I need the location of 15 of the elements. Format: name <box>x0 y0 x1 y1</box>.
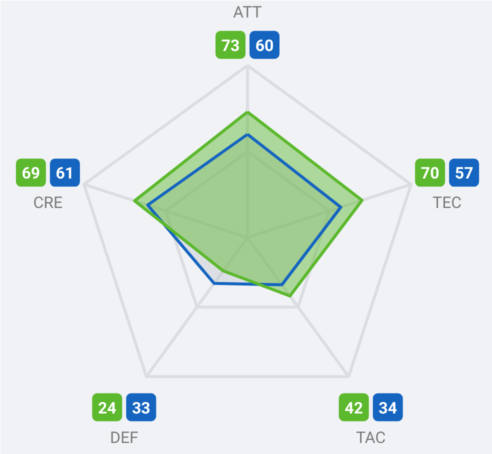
spoke-label: ATT <box>233 2 262 22</box>
text: 69 <box>22 164 40 183</box>
spoke-label: TAC <box>356 428 386 447</box>
text: 24 <box>98 398 116 418</box>
text: 61 <box>56 164 74 183</box>
text: 57 <box>454 164 474 183</box>
text: 60 <box>255 36 274 55</box>
text: 42 <box>344 398 364 418</box>
text: 34 <box>378 398 398 418</box>
spoke-label: TEC <box>432 193 462 212</box>
spoke-label: DEF <box>110 428 139 447</box>
text: 70 <box>420 164 440 183</box>
text: 73 <box>221 36 240 55</box>
text: 33 <box>132 398 150 418</box>
spoke-label: CRE <box>33 193 63 212</box>
